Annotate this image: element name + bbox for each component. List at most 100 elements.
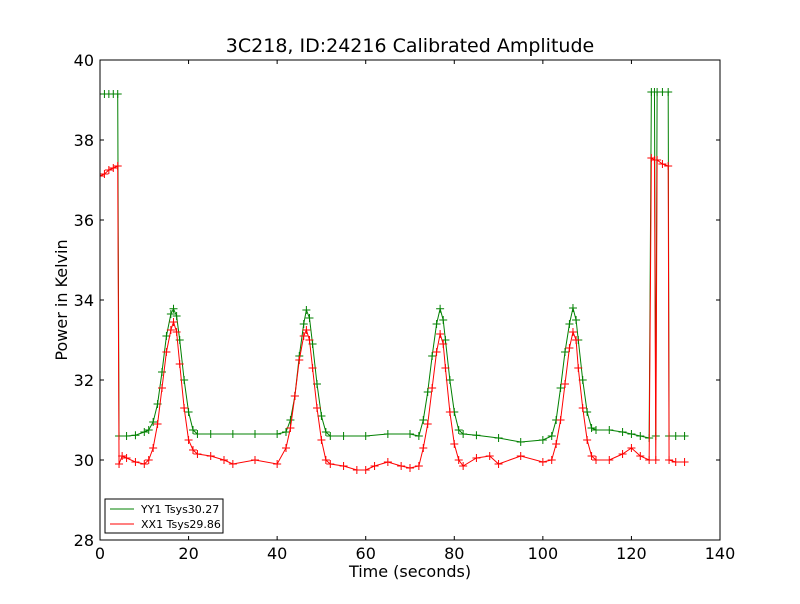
data-point-0-64 <box>572 316 581 324</box>
data-point-1-88 <box>671 458 680 466</box>
data-point-0-36 <box>321 428 330 436</box>
data-point-1-36 <box>313 404 321 412</box>
data-point-1-66 <box>556 416 565 424</box>
data-point-0-9 <box>144 426 153 434</box>
x-tick-label: 20 <box>178 544 198 563</box>
data-point-0-43 <box>419 416 428 424</box>
data-point-1-6 <box>118 452 127 460</box>
data-point-0-60 <box>556 384 565 392</box>
data-point-1-46 <box>406 464 414 472</box>
data-point-1-79 <box>636 452 645 460</box>
data-point-0-71 <box>618 428 627 436</box>
data-point-1-10 <box>144 456 153 464</box>
data-point-1-61 <box>494 460 503 468</box>
data-point-1-26 <box>251 456 259 464</box>
data-point-1-72 <box>578 404 587 412</box>
legend-label-yy1: YY1 Tsys30.27 <box>140 503 219 516</box>
y-tick-label: 40 <box>74 51 94 70</box>
data-point-1-45 <box>397 462 406 470</box>
data-point-0-69 <box>592 426 600 434</box>
data-point-1-20 <box>184 436 193 444</box>
data-point-0-22 <box>206 430 215 438</box>
data-point-0-73 <box>636 432 645 440</box>
data-point-0-21 <box>193 430 202 438</box>
data-point-0-54 <box>472 431 481 440</box>
data-point-1-9 <box>140 460 149 468</box>
x-tick-label: 100 <box>528 544 559 563</box>
x-tick-label: 120 <box>616 544 647 563</box>
data-point-0-83 <box>680 432 689 440</box>
y-tick-label: 30 <box>74 451 94 470</box>
data-point-1-42 <box>361 466 370 474</box>
data-point-1-73 <box>583 436 592 444</box>
data-point-1-3 <box>109 164 118 172</box>
data-point-1-53 <box>439 340 448 348</box>
data-point-1-58 <box>459 462 468 470</box>
data-point-1-60 <box>485 452 494 460</box>
data-point-0-6 <box>122 432 131 440</box>
data-point-1-83 <box>651 456 660 464</box>
data-point-0-26 <box>282 428 290 436</box>
data-point-0-31 <box>302 306 311 314</box>
data-point-1-34 <box>305 336 314 344</box>
data-point-0-24 <box>251 430 259 438</box>
data-point-1-29 <box>286 424 295 432</box>
data-point-1-69 <box>568 328 577 336</box>
data-point-1-71 <box>574 364 583 372</box>
data-point-1-32 <box>299 332 308 340</box>
data-point-1-13 <box>158 384 166 392</box>
data-point-0-44 <box>423 388 432 396</box>
y-axis-label: Power in Kelvin <box>52 239 71 360</box>
series-markers-0 <box>100 88 689 446</box>
data-point-1-55 <box>445 408 454 416</box>
data-point-1-89 <box>680 458 689 466</box>
data-point-0-55 <box>494 434 503 442</box>
data-point-1-31 <box>295 356 304 364</box>
data-point-1-48 <box>419 444 428 452</box>
data-point-0-19 <box>184 408 193 416</box>
data-point-0-23 <box>228 430 237 438</box>
data-point-1-49 <box>423 420 432 428</box>
data-point-1-19 <box>180 404 189 412</box>
data-point-1-85 <box>658 160 667 168</box>
y-tick-label: 34 <box>74 291 94 310</box>
data-point-0-8 <box>140 428 149 436</box>
data-point-0-42 <box>414 432 423 440</box>
data-point-0-48 <box>439 316 448 324</box>
data-point-0-53 <box>459 430 468 438</box>
data-point-0-16 <box>172 312 181 320</box>
x-tick-label: 60 <box>356 544 376 563</box>
y-tick-label: 32 <box>74 371 94 390</box>
data-point-1-23 <box>206 452 215 460</box>
data-point-0-15 <box>169 304 178 313</box>
data-point-1-0 <box>100 172 104 180</box>
data-point-0-30 <box>299 320 308 328</box>
data-point-0-63 <box>568 304 577 312</box>
data-point-1-78 <box>627 444 636 452</box>
data-point-1-8 <box>131 458 140 466</box>
series-layer <box>100 88 689 474</box>
chart-title: 3C218, ID:24216 Calibrated Amplitude <box>226 35 594 57</box>
x-tick-label: 0 <box>95 544 105 563</box>
data-point-1-1 <box>100 170 109 178</box>
data-point-1-44 <box>383 458 392 466</box>
data-point-1-25 <box>228 460 237 468</box>
data-point-1-41 <box>352 466 361 474</box>
data-point-0-62 <box>565 320 574 328</box>
data-point-0-32 <box>305 314 314 322</box>
data-point-0-27 <box>286 416 295 424</box>
data-point-1-18 <box>175 360 184 368</box>
data-point-0-10 <box>149 418 158 426</box>
data-point-1-70 <box>572 336 581 344</box>
data-point-1-30 <box>290 392 299 400</box>
data-point-0-38 <box>339 432 348 440</box>
data-point-0-14 <box>166 310 175 318</box>
legend: YY1 Tsys30.27 XX1 Tsys29.86 <box>104 498 224 534</box>
data-point-0-7 <box>131 431 140 440</box>
data-point-1-56 <box>450 440 459 448</box>
data-point-1-38 <box>321 456 330 464</box>
data-point-0-12 <box>158 368 166 376</box>
data-point-1-51 <box>432 348 441 356</box>
data-point-1-75 <box>592 456 600 464</box>
